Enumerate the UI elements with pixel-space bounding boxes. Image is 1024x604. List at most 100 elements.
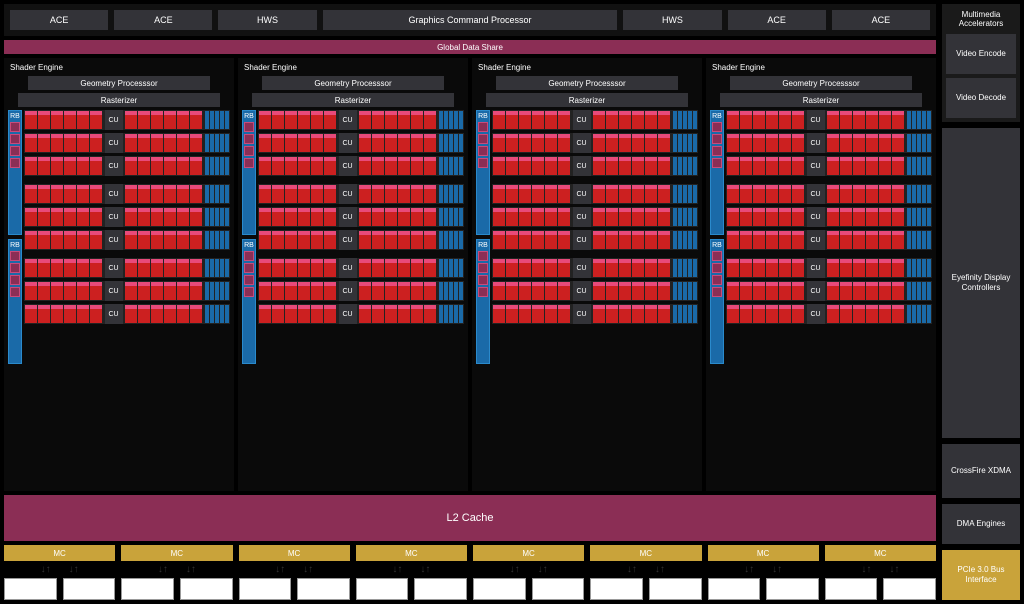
cu-label: CU: [339, 156, 357, 176]
cu-label: CU: [807, 230, 825, 250]
cu-label: CU: [105, 133, 123, 153]
cu-label: CU: [807, 156, 825, 176]
ace-block: ACE: [114, 10, 212, 30]
cu-label: CU: [339, 184, 357, 204]
multimedia-title: Multimedia Accelerators: [946, 8, 1016, 30]
geometry-processor: Geometry Processsor: [496, 76, 678, 90]
compute-unit: CU: [726, 230, 932, 250]
render-backend: RB: [710, 110, 724, 235]
shader-engines-row: Shader Engine Geometry Processsor Rasteriz…: [4, 58, 936, 491]
memory-arrows-icon: [158, 564, 196, 575]
render-backend: RB: [242, 110, 256, 235]
l2-cache: L2 Cache: [4, 495, 936, 541]
compute-unit: CU: [492, 281, 698, 301]
cu-label: CU: [573, 156, 591, 176]
gpu-block-diagram: ACE ACE HWS Graphics Command Processor H…: [0, 0, 1024, 604]
compute-unit: CU: [726, 207, 932, 227]
compute-unit: CU: [258, 304, 464, 324]
compute-unit: CU: [258, 207, 464, 227]
compute-unit: CU: [726, 133, 932, 153]
shader-engine-title: Shader Engine: [242, 62, 464, 73]
compute-unit: CU: [258, 258, 464, 278]
cu-label: CU: [339, 258, 357, 278]
memory-controller: MC: [708, 545, 819, 561]
shader-engine: Shader EngineGeometry ProcesssorRasteriz…: [706, 58, 936, 491]
render-backend: RB: [476, 239, 490, 364]
cu-label: CU: [807, 133, 825, 153]
cu-label: CU: [807, 281, 825, 301]
cu-label: CU: [807, 184, 825, 204]
compute-unit: CU: [726, 281, 932, 301]
ace-block: ACE: [728, 10, 826, 30]
global-data-share: Global Data Share: [4, 40, 936, 54]
rasterizer: Rasterizer: [18, 93, 220, 107]
cu-label: CU: [105, 207, 123, 227]
memory-arrows-icon: [861, 564, 899, 575]
rasterizer: Rasterizer: [252, 93, 454, 107]
cu-label: CU: [339, 110, 357, 130]
multimedia-accelerators: Multimedia Accelerators Video Encode Vid…: [942, 4, 1020, 122]
geometry-processor: Geometry Processsor: [262, 76, 444, 90]
shader-engine-title: Shader Engine: [8, 62, 230, 73]
ace-block: ACE: [832, 10, 930, 30]
memory-controller-block: MC: [356, 545, 467, 600]
command-processor-row: ACE ACE HWS Graphics Command Processor H…: [4, 4, 936, 36]
video-encode-block: Video Encode: [946, 34, 1016, 74]
compute-unit: CU: [726, 258, 932, 278]
compute-unit: CU: [492, 230, 698, 250]
cu-label: CU: [807, 110, 825, 130]
compute-unit: CU: [24, 184, 230, 204]
shader-engine-title: Shader Engine: [710, 62, 932, 73]
cu-label: CU: [807, 258, 825, 278]
rasterizer: Rasterizer: [486, 93, 688, 107]
cu-label: CU: [573, 258, 591, 278]
eyefinity-block: Eyefinity Display Controllers: [942, 128, 1020, 438]
shader-engine: Shader EngineGeometry ProcesssorRasteriz…: [4, 58, 234, 491]
compute-unit: CU: [492, 156, 698, 176]
compute-unit: CU: [492, 207, 698, 227]
memory-arrows-icon: [392, 564, 430, 575]
memory-arrows-icon: [627, 564, 665, 575]
main-column: ACE ACE HWS Graphics Command Processor H…: [4, 4, 936, 600]
compute-unit: CU: [492, 133, 698, 153]
compute-unit: CU: [24, 156, 230, 176]
pcie-block: PCIe 3.0 Bus Interface: [942, 550, 1020, 600]
compute-unit: CU: [726, 184, 932, 204]
compute-unit: CU: [24, 230, 230, 250]
shader-engine: Shader Engine Geometry Processsor Rasteriz…: [238, 58, 468, 491]
dma-block: DMA Engines: [942, 504, 1020, 544]
compute-unit: CU: [492, 184, 698, 204]
shader-engine-title: Shader Engine: [476, 62, 698, 73]
compute-unit: CU: [24, 110, 230, 130]
compute-unit: CU: [258, 184, 464, 204]
compute-unit: CU: [258, 281, 464, 301]
memory-arrows-icon: [41, 564, 79, 575]
memory-controller-block: MC: [239, 545, 350, 600]
hws-block: HWS: [218, 10, 316, 30]
cu-label: CU: [339, 281, 357, 301]
memory-controller: MC: [239, 545, 350, 561]
memory-controller: MC: [825, 545, 936, 561]
memory-controller-block: MC: [825, 545, 936, 600]
video-decode-block: Video Decode: [946, 78, 1016, 118]
render-backend: RB: [8, 239, 22, 364]
shader-engine: Shader Engine Geometry Processsor Rasteriz…: [472, 58, 702, 491]
compute-unit: CU: [492, 258, 698, 278]
compute-unit: CU: [24, 133, 230, 153]
cu-label: CU: [339, 230, 357, 250]
memory-controller-block: MC: [473, 545, 584, 600]
cu-label: CU: [339, 304, 357, 324]
graphics-command-processor: Graphics Command Processor: [323, 10, 618, 30]
compute-unit: CU: [726, 156, 932, 176]
memory-controller-block: MC: [590, 545, 701, 600]
cu-label: CU: [573, 281, 591, 301]
cu-label: CU: [573, 230, 591, 250]
cu-label: CU: [105, 230, 123, 250]
render-backend: RB: [710, 239, 724, 364]
cu-label: CU: [105, 304, 123, 324]
compute-unit: CU: [24, 304, 230, 324]
compute-unit: CU: [258, 156, 464, 176]
compute-unit: CU: [492, 110, 698, 130]
memory-controller: MC: [473, 545, 584, 561]
compute-unit: CU: [492, 304, 698, 324]
